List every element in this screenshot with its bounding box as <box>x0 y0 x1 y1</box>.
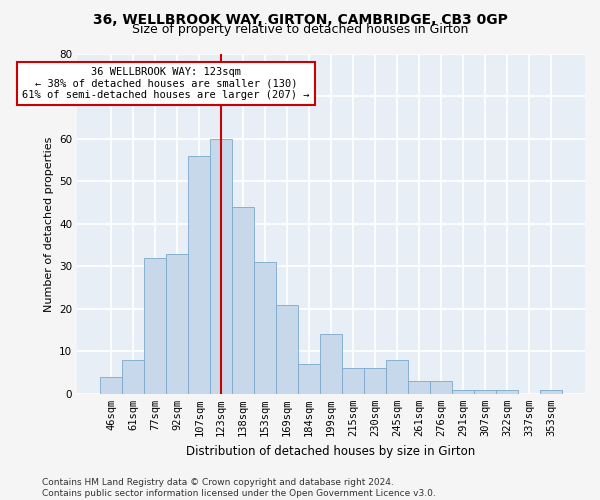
Bar <box>320 334 342 394</box>
Bar <box>122 360 144 394</box>
Y-axis label: Number of detached properties: Number of detached properties <box>44 136 53 312</box>
Text: 36 WELLBROOK WAY: 123sqm
← 38% of detached houses are smaller (130)
61% of semi-: 36 WELLBROOK WAY: 123sqm ← 38% of detach… <box>22 66 310 100</box>
Bar <box>100 377 122 394</box>
Bar <box>232 207 254 394</box>
Bar <box>210 139 232 394</box>
X-axis label: Distribution of detached houses by size in Girton: Distribution of detached houses by size … <box>187 444 476 458</box>
Bar <box>408 381 430 394</box>
Bar <box>254 262 276 394</box>
Bar <box>298 364 320 394</box>
Text: 36, WELLBROOK WAY, GIRTON, CAMBRIDGE, CB3 0GP: 36, WELLBROOK WAY, GIRTON, CAMBRIDGE, CB… <box>92 12 508 26</box>
Text: Contains HM Land Registry data © Crown copyright and database right 2024.
Contai: Contains HM Land Registry data © Crown c… <box>42 478 436 498</box>
Bar <box>276 304 298 394</box>
Bar <box>452 390 474 394</box>
Bar <box>188 156 210 394</box>
Bar <box>540 390 562 394</box>
Bar <box>144 258 166 394</box>
Bar <box>386 360 408 394</box>
Bar <box>430 381 452 394</box>
Bar <box>342 368 364 394</box>
Bar <box>364 368 386 394</box>
Bar <box>166 254 188 394</box>
Bar <box>474 390 496 394</box>
Text: Size of property relative to detached houses in Girton: Size of property relative to detached ho… <box>132 22 468 36</box>
Bar <box>496 390 518 394</box>
